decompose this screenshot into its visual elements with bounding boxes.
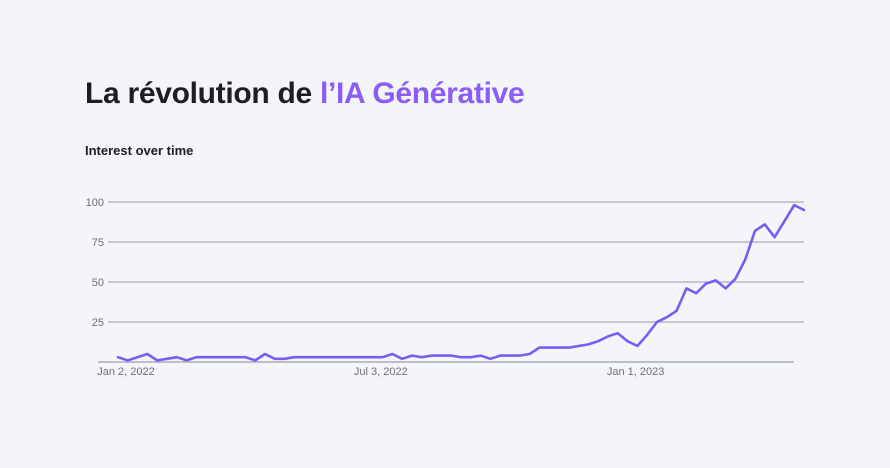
chart-title: Interest over time xyxy=(85,143,194,158)
x-tick-label: Jan 1, 2023 xyxy=(607,366,665,378)
page-title: La révolution de l’IA Générative xyxy=(85,77,525,111)
y-tick-label: 25 xyxy=(92,317,104,329)
x-tick-label: Jul 3, 2022 xyxy=(354,366,408,378)
x-tick-label: Jan 2, 2022 xyxy=(97,366,155,378)
title-main: La révolution de xyxy=(85,77,320,110)
y-tick-label: 100 xyxy=(86,197,104,209)
series-line-interest xyxy=(116,203,806,362)
y-tick-label: 75 xyxy=(92,237,104,249)
title-accent: l’IA Générative xyxy=(319,77,525,110)
y-tick-label: 50 xyxy=(92,277,104,289)
